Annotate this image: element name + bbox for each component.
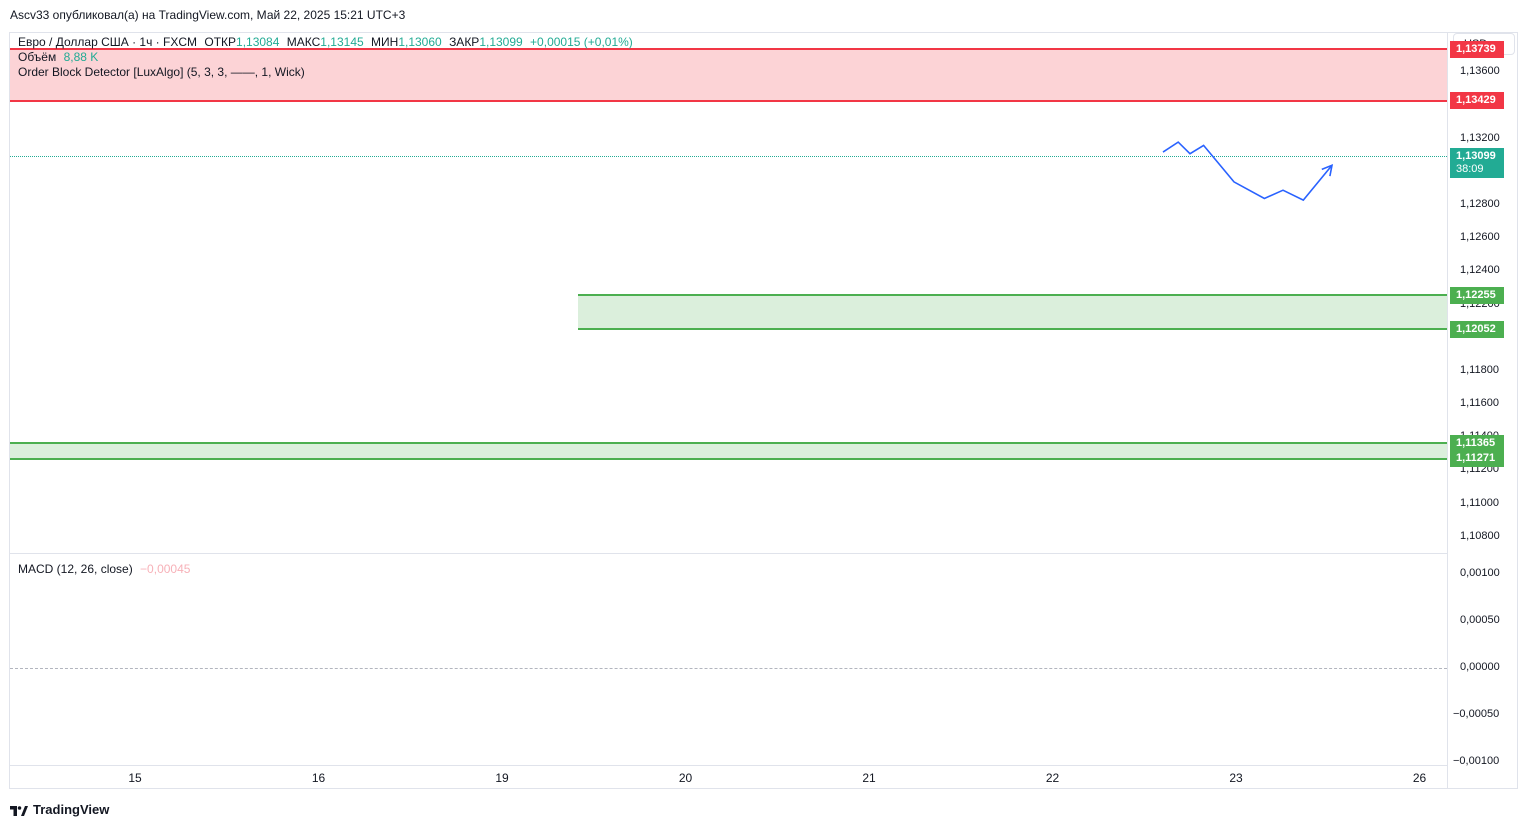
time-tick-label: 15 xyxy=(128,771,142,785)
last-price-tag-countdown: 38:09 xyxy=(1456,162,1484,175)
price-axis-divider xyxy=(1447,32,1448,789)
symbol-name[interactable]: Евро / Доллар США · 1ч · FXCM xyxy=(18,35,198,49)
low-value: 1,13060 xyxy=(398,35,442,49)
last-price-tag-label: 1,13099 xyxy=(1456,149,1496,162)
price-tick-label: 1,13200 xyxy=(1460,131,1500,144)
low-label: МИН xyxy=(371,35,399,49)
macd-tick-label: 0,00100 xyxy=(1460,567,1500,580)
supply-zone-top-tag: 1,13739 xyxy=(1450,40,1504,58)
macd-value: −0,00045 xyxy=(140,562,191,576)
high-label: МАКС xyxy=(286,35,321,49)
volume-label: Объём xyxy=(18,50,57,64)
macd-tick-label: 0,00000 xyxy=(1460,661,1500,674)
lower-zone-bottom-tag-label: 1,11271 xyxy=(1456,452,1496,465)
projection-line[interactable] xyxy=(1162,141,1333,202)
chart-frame[interactable] xyxy=(9,32,1518,789)
main-legend: Евро / Доллар США · 1ч · FXCM ОТКР1,1308… xyxy=(18,35,633,80)
demand-zone-top-tag: 1,12255 xyxy=(1450,286,1504,304)
close-value: 1,13099 xyxy=(479,35,523,49)
time-tick-label: 16 xyxy=(311,771,326,785)
demand-zone[interactable] xyxy=(578,294,1447,331)
price-tick-label: 1,11800 xyxy=(1460,363,1499,376)
supply-zone-bottom-tag-label: 1,13429 xyxy=(1456,94,1496,107)
time-tick-label: 23 xyxy=(1229,771,1243,785)
supply-zone[interactable] xyxy=(10,48,1447,102)
macd-tick-label: −0,00050 xyxy=(1453,708,1500,721)
time-tick-label: 22 xyxy=(1045,771,1060,785)
price-tick-label: 1,10800 xyxy=(1460,529,1500,542)
publisher-line: Ascv33 опубликовал(а) на TradingView.com… xyxy=(10,8,406,22)
supply-zone-bottom-tag: 1,13429 xyxy=(1450,92,1504,110)
projection-arrowhead xyxy=(1321,164,1334,177)
symbol-row[interactable]: Евро / Доллар США · 1ч · FXCM ОТКР1,1308… xyxy=(18,35,633,50)
price-tick-label: 1,13600 xyxy=(1460,65,1500,78)
macd-zero-line xyxy=(10,668,1447,670)
time-tick-label: 26 xyxy=(1412,771,1427,785)
demand-zone-bottom-tag-label: 1,12052 xyxy=(1456,322,1496,335)
lower-demand-zone[interactable] xyxy=(10,442,1447,460)
price-tick-label: 1,11600 xyxy=(1460,397,1499,410)
indicator-row[interactable]: Order Block Detector [LuxAlgo] (5, 3, 3,… xyxy=(18,65,633,80)
time-tick-label: 20 xyxy=(678,771,693,785)
lower-zone-top-tag-label: 1,11365 xyxy=(1456,436,1496,449)
lower-zone-top-tag: 1,11365 xyxy=(1450,434,1504,452)
macd-label[interactable]: MACD (12, 26, close) xyxy=(18,562,133,576)
open-value: 1,13084 xyxy=(236,35,280,49)
supply-zone-top-tag-label: 1,13739 xyxy=(1456,42,1496,55)
last-price-tag: 1,13099 38:09 xyxy=(1450,147,1504,178)
last-price-line xyxy=(10,155,1447,157)
macd-tick-label: 0,00050 xyxy=(1460,614,1500,627)
time-axis-divider xyxy=(10,765,1447,766)
open-label: ОТКР xyxy=(204,35,237,49)
time-tick-label: 21 xyxy=(862,771,876,785)
price-tick-label: 1,11000 xyxy=(1460,496,1499,509)
high-value: 1,13145 xyxy=(320,35,364,49)
close-label: ЗАКР xyxy=(449,35,480,49)
indicator-name[interactable]: Order Block Detector [LuxAlgo] (5, 3, 3,… xyxy=(18,65,305,79)
tradingview-logo-icon xyxy=(10,805,28,816)
demand-zone-top-tag-label: 1,12255 xyxy=(1456,288,1496,301)
macd-tick-label: −0,00100 xyxy=(1453,755,1500,768)
price-tick-label: 1,12600 xyxy=(1460,231,1500,244)
demand-zone-bottom-tag: 1,12052 xyxy=(1450,320,1504,338)
macd-legend[interactable]: MACD (12, 26, close) −0,00045 xyxy=(18,562,190,577)
lower-zone-bottom-tag: 1,11271 xyxy=(1450,450,1504,468)
price-tick-label: 1,12800 xyxy=(1460,198,1500,211)
tradingview-brand[interactable]: TradingView xyxy=(10,802,109,817)
price-tick-label: 1,12400 xyxy=(1460,264,1500,277)
brand-label: TradingView xyxy=(33,802,110,817)
volume-value: 8,88 K xyxy=(63,50,99,64)
volume-row[interactable]: Объём 8,88 K xyxy=(18,50,633,65)
change-value: +0,00015 (+0,01%) xyxy=(530,35,633,49)
pane-divider[interactable] xyxy=(10,553,1447,554)
time-tick-label: 19 xyxy=(495,771,509,785)
